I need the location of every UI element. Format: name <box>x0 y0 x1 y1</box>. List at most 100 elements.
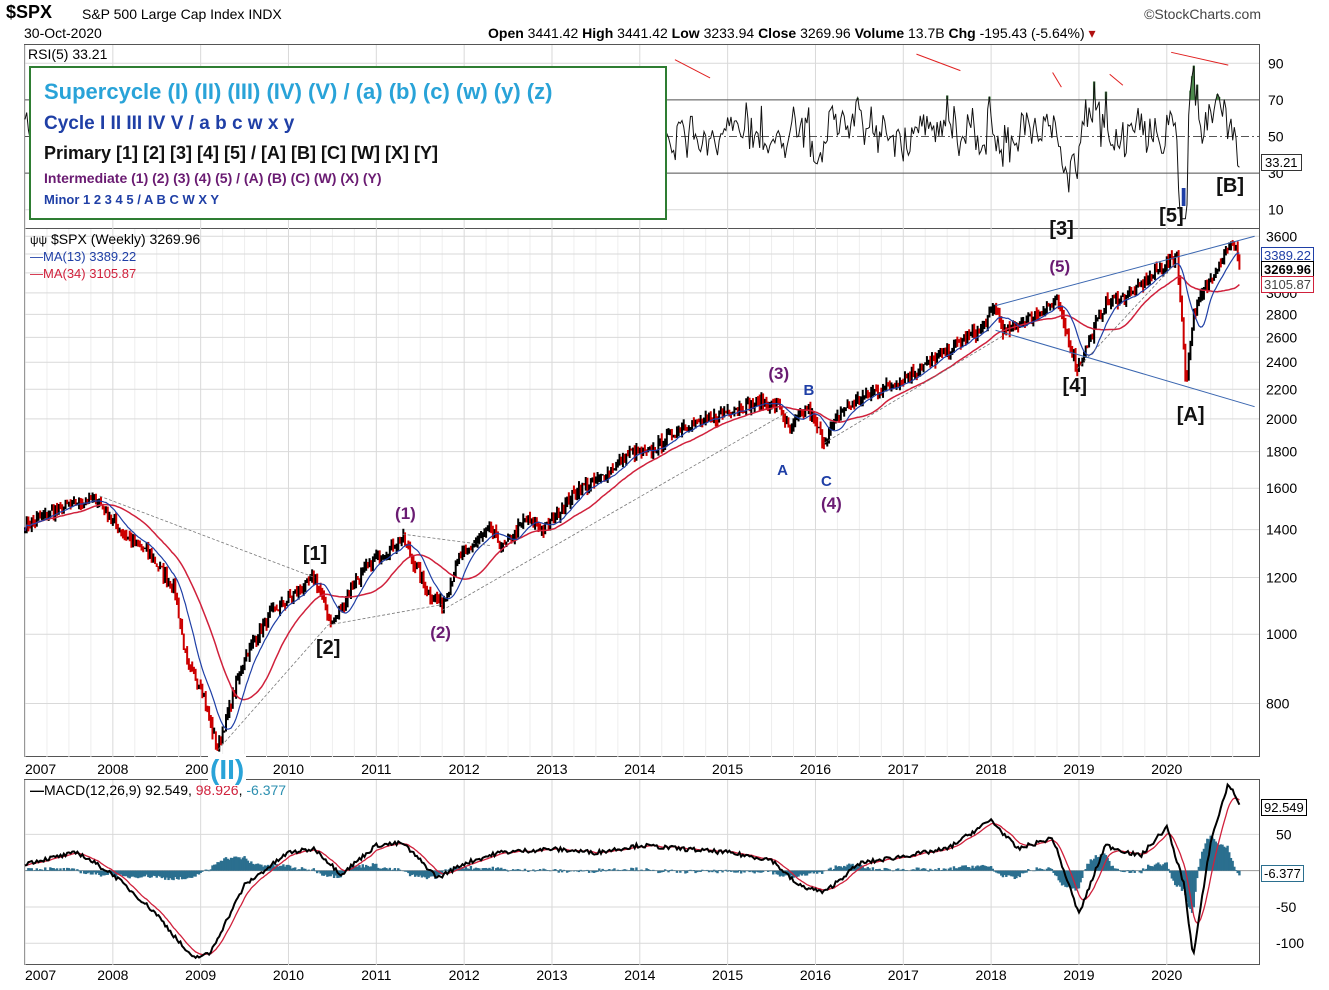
macd-histogram-bar <box>1081 870 1084 878</box>
macd-histogram-bar <box>986 866 989 871</box>
macd-histogram-bar <box>192 870 196 877</box>
macd-histogram-bar <box>216 862 219 871</box>
macd-histogram-bar <box>962 865 966 871</box>
macd-histogram-bar <box>1190 870 1194 913</box>
macd-histogram-bar <box>125 870 128 877</box>
trendline <box>824 334 1005 444</box>
macd-histogram-bar <box>569 870 572 872</box>
macd-histogram-bar <box>787 870 790 876</box>
macd-histogram-bar <box>782 870 785 877</box>
wave-label: [2] <box>316 636 341 659</box>
macd-histogram-bar <box>565 870 569 873</box>
price-tick-label: 1200 <box>1266 570 1297 586</box>
macd-histogram-bar <box>1206 838 1209 871</box>
macd-histogram-bar <box>891 870 895 872</box>
price-title: ψψ $SPX (Weekly) 3269.96 <box>30 231 201 247</box>
macd-histogram-bar <box>1052 870 1055 873</box>
macd-histogram-bar <box>233 856 236 871</box>
macd-histogram-bar <box>954 868 957 871</box>
macd-histogram-bar <box>354 866 358 871</box>
macd-histogram-bar <box>981 864 984 871</box>
macd-histogram-bar <box>142 870 145 877</box>
macd-histogram-bar <box>474 867 478 871</box>
macd-histogram-bar <box>544 869 547 871</box>
wave-label: (2) <box>430 622 451 642</box>
macd-histogram-bar <box>403 870 407 872</box>
macd-histogram-bar <box>940 870 944 871</box>
macd-histogram-bar <box>1123 870 1126 873</box>
macd-histogram-bar <box>302 868 305 871</box>
macd-histogram-bar <box>437 870 441 875</box>
ma34-legend-text: MA(34) 3105.87 <box>43 266 137 281</box>
macd-histogram-bar <box>270 864 273 871</box>
macd-histogram-bar <box>515 869 518 871</box>
macd-histogram-bar <box>885 868 888 871</box>
macd-histogram-bar <box>94 870 98 875</box>
macd-histogram-bar <box>1070 870 1074 889</box>
price-tick-label: 1000 <box>1266 626 1297 642</box>
macd-histogram-bar <box>1226 845 1229 871</box>
x-tick-label: 2012 <box>449 761 480 777</box>
macd-histogram-bar <box>121 870 125 877</box>
macd-histogram-bar <box>1054 870 1057 876</box>
macd-histogram-bar <box>505 869 508 871</box>
macd-histogram-bar <box>314 870 317 872</box>
macd-histogram-bar <box>275 864 278 871</box>
macd-histogram-bar <box>196 870 199 874</box>
macd-histogram-bar <box>484 867 488 871</box>
macd-histogram-bar <box>1224 847 1228 871</box>
macd-histogram-bar <box>1201 851 1204 871</box>
macd-histogram-bar <box>297 869 300 871</box>
macd-histogram-bar <box>383 867 386 871</box>
macd-histogram-bar <box>1060 870 1064 886</box>
macd-histogram-bar <box>1013 870 1016 880</box>
macd-histogram-bar <box>511 869 515 871</box>
macd-histogram-bar <box>160 870 164 879</box>
macd-histogram-bar <box>280 865 283 871</box>
macd-histogram-bar <box>1084 869 1087 871</box>
macd-histogram-bar <box>221 860 224 871</box>
macd-histogram-bar <box>603 869 606 871</box>
macd-histogram-bar <box>978 866 981 871</box>
macd-histogram-bar <box>729 870 733 872</box>
price-tick-label: 1400 <box>1266 522 1297 538</box>
rsi-divergence-line <box>916 53 961 72</box>
macd-histogram-bar <box>386 869 390 871</box>
macd-histogram-bar <box>113 870 116 875</box>
macd-histogram-bar <box>756 870 760 873</box>
macd-histogram-bar <box>1020 870 1023 874</box>
macd-histogram-bar <box>456 866 459 871</box>
macd-histogram-bar <box>495 868 498 871</box>
macd-histogram-bar <box>640 869 643 871</box>
macd-histogram-bar <box>155 870 158 878</box>
macd-histogram-bar <box>59 868 62 871</box>
macd-histogram-bar <box>72 868 76 871</box>
trendline <box>441 410 790 611</box>
macd-histogram-bar <box>1128 870 1131 874</box>
macd-histogram-bar <box>984 866 988 871</box>
macd-histogram-bar <box>446 870 449 872</box>
macd-histogram-bar <box>983 865 986 871</box>
macd-histogram-bar <box>1062 870 1065 885</box>
macd-histogram-bar <box>1160 865 1163 871</box>
macd-histogram-bar <box>662 870 665 872</box>
macd-layer <box>24 782 1241 960</box>
macd-histogram-bar <box>371 863 375 871</box>
macd-histogram-bar <box>685 870 689 873</box>
macd-histogram-bar <box>670 869 674 871</box>
volume-value: 13.7B <box>908 25 945 41</box>
rsi-tick-label: 70 <box>1268 92 1284 108</box>
macd-histogram-bar <box>849 864 853 871</box>
macd-histogram-bar <box>572 870 576 872</box>
macd-histogram-bar <box>407 870 410 874</box>
macd-histogram-bar <box>1162 864 1165 871</box>
macd-histogram-bar <box>373 864 376 871</box>
macd-histogram-bar <box>606 869 609 871</box>
macd-histogram-bar <box>295 870 299 871</box>
x-tick-label: 2012 <box>449 967 480 983</box>
macd-histogram-bar <box>163 870 167 880</box>
rsi-tick-label: 90 <box>1268 55 1284 71</box>
macd-histogram-bar <box>468 868 471 871</box>
macd-histogram-bar <box>717 870 721 871</box>
macd-histogram-bar <box>817 870 821 873</box>
